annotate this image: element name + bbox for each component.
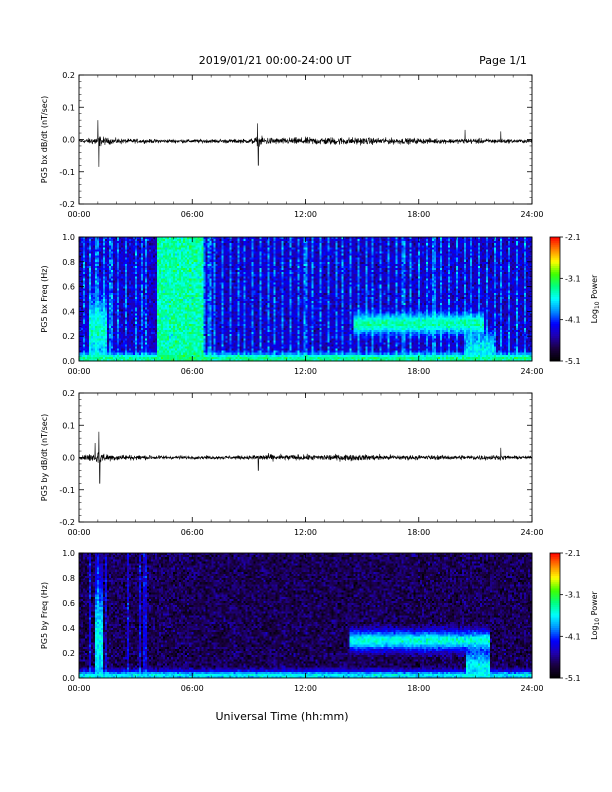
bx-by-dbdt-panel-0-ylabel: PG5 bx dB/dt (nT/sec) <box>40 96 49 183</box>
bx-by-dbdt-panel-0-ytick-label: 0.0 <box>62 136 75 145</box>
panels-group: 00:00 06:00 12:00 18:00 24:00 0.2 0.1 0.0 -0.1 -0… <box>40 71 601 693</box>
bx-by-dbdt-panel-0-ytick-label: 0.2 <box>62 71 75 80</box>
bx-by-dbdt-panel-0-xtick-label: 12:00 <box>294 210 317 219</box>
page-number: Page 1/1 <box>479 54 527 67</box>
bx-by-dbdt-panel-0: 00:00 06:00 12:00 18:00 24:00 0.2 0.1 0.0 -0.1 -0… <box>40 71 544 219</box>
date-range-title: 2019/01/21 00:00-24:00 UT <box>199 54 352 67</box>
spectrogram-panel-1-cells <box>79 237 532 361</box>
bx-by-dbdt-panel-0-xtick-label: 24:00 <box>520 210 543 219</box>
spectrogram-panel-1: 00:00 06:00 12:00 18:00 24:001.00.80.60.40.2… <box>40 233 601 376</box>
bx-by-dbdt-panel-0-xtick-label: 06:00 <box>181 210 204 219</box>
bx-by-dbdt-panel-0-trace <box>79 120 532 167</box>
bx-by-dbdt-panel-0-xtick-label: 18:00 <box>407 210 430 219</box>
bx-by-dbdt-panel-0-xtick-label: 00:00 <box>67 210 90 219</box>
bx-by-dbdt-panel-0-ytick-label: -0.2 <box>59 200 75 209</box>
bx-by-dbdt-panel-0-ytick-label: 0.1 <box>62 103 75 112</box>
bx-by-dbdt-panel-0-ytick-label: -0.1 <box>59 168 75 177</box>
